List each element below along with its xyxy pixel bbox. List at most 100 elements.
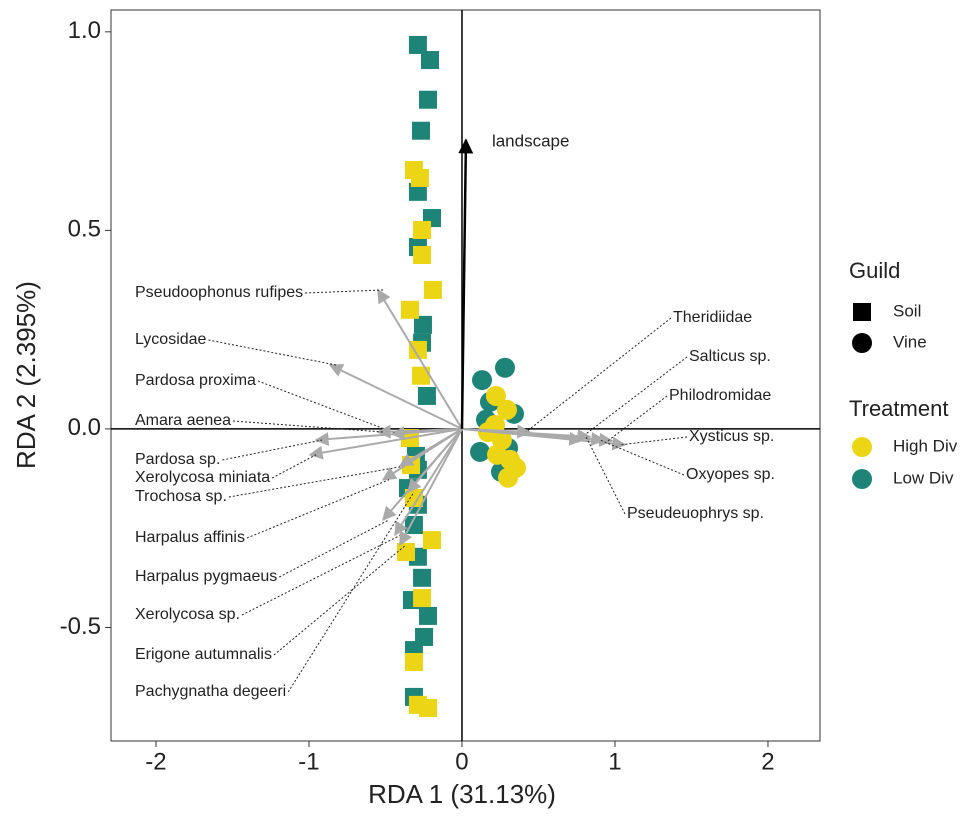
leader-line	[525, 317, 672, 433]
environment-arrow	[458, 138, 474, 429]
legend-label: Low Div	[893, 468, 954, 487]
x-tick-label: -1	[298, 748, 319, 775]
species-label: Xysticus sp.	[689, 428, 774, 445]
species-label: Xerolycosa miniata	[135, 469, 270, 486]
legend-label: High Div	[893, 436, 958, 455]
y-axis-title: RDA 2 (2.395%)	[11, 281, 41, 469]
point	[413, 589, 432, 608]
leader-line	[222, 439, 323, 461]
point	[422, 531, 441, 550]
species-label: Erigone autumnalis	[135, 646, 272, 663]
point	[496, 399, 517, 420]
x-tick-label: 2	[761, 748, 774, 775]
x-tick-label: -2	[145, 748, 166, 775]
species-arrow	[394, 428, 463, 537]
y-tick-label: 0.0	[68, 414, 101, 441]
leader-line	[257, 380, 399, 435]
legend-key	[853, 303, 871, 321]
species-arrow	[328, 364, 463, 430]
point	[498, 467, 519, 488]
point	[472, 370, 493, 391]
x-tick-label: 1	[608, 748, 621, 775]
leader-line	[585, 436, 626, 515]
point	[396, 542, 415, 561]
species-label: Theridiidae	[673, 309, 752, 326]
legend-label: Soil	[893, 301, 921, 320]
species-label: Harpalus affinis	[135, 529, 245, 546]
species-label: Amara aenea	[135, 412, 231, 429]
point	[410, 168, 429, 187]
species-label: Lycosidae	[135, 331, 207, 348]
legend-key	[852, 333, 872, 353]
leader-line	[246, 479, 390, 539]
species-label: Pachygnatha degeeri	[135, 683, 286, 700]
species-arrow	[407, 428, 463, 494]
point	[404, 515, 423, 534]
species-arrow	[308, 427, 463, 460]
point	[408, 182, 427, 201]
point	[408, 35, 427, 54]
species-label: Harpalus pygmaeus	[135, 568, 277, 585]
species-arrow	[399, 428, 463, 547]
point	[413, 315, 432, 334]
leader-line	[271, 454, 317, 479]
species-arrow	[461, 427, 592, 444]
y-tick-label: -0.5	[60, 613, 101, 640]
point	[494, 357, 515, 378]
point	[400, 300, 419, 319]
point	[408, 340, 427, 359]
point	[411, 366, 430, 385]
x-tick-label: 0	[455, 748, 468, 775]
point	[413, 220, 432, 239]
point	[419, 606, 438, 625]
leader-line	[228, 465, 407, 498]
x-axis-title: RDA 1 (31.13%)	[368, 779, 556, 809]
point	[404, 488, 423, 507]
legend-key	[852, 469, 872, 489]
point	[404, 652, 423, 671]
species-label: Pardosa sp.	[135, 451, 220, 468]
point	[419, 90, 438, 109]
leader-line	[273, 544, 407, 656]
leader-line	[607, 395, 668, 442]
species-arrow	[377, 288, 463, 430]
point	[413, 568, 432, 587]
environment-label: landscape	[492, 131, 570, 150]
leader-line	[279, 519, 390, 578]
species-label: Pseudeuophrys sp.	[627, 505, 764, 522]
species-arrow	[314, 427, 463, 447]
point	[421, 51, 440, 70]
point	[411, 121, 430, 140]
species-label: Trochosa sp.	[135, 488, 227, 505]
leader-line	[208, 339, 337, 366]
point	[413, 245, 432, 264]
y-tick-label: 1.0	[68, 17, 101, 44]
y-tick-label: 0.5	[68, 216, 101, 243]
leader-line	[241, 534, 402, 616]
legend-title: Treatment	[849, 396, 948, 421]
legend-title: Guild	[849, 258, 900, 283]
species-arrow	[381, 428, 463, 481]
point	[470, 441, 491, 462]
species-label: Oxyopes sp.	[686, 466, 775, 483]
point	[423, 280, 442, 299]
species-label: Pseudoophonus rufipes	[135, 284, 303, 301]
leader-line	[620, 436, 688, 446]
species-label: Pardosa proxima	[135, 372, 256, 389]
point	[419, 699, 438, 718]
leader-line	[577, 356, 688, 441]
point	[417, 386, 436, 405]
species-label: Philodromidae	[669, 387, 771, 404]
point	[487, 444, 508, 465]
legend-key	[852, 437, 872, 457]
leader-line	[287, 491, 415, 693]
leader-line	[233, 420, 385, 433]
leader-line	[305, 289, 385, 294]
plot-panel	[110, 9, 821, 742]
species-label: Xerolycosa sp.	[135, 606, 240, 623]
leader-line	[599, 439, 685, 476]
legend-label: Vine	[893, 332, 927, 351]
point	[485, 385, 506, 406]
